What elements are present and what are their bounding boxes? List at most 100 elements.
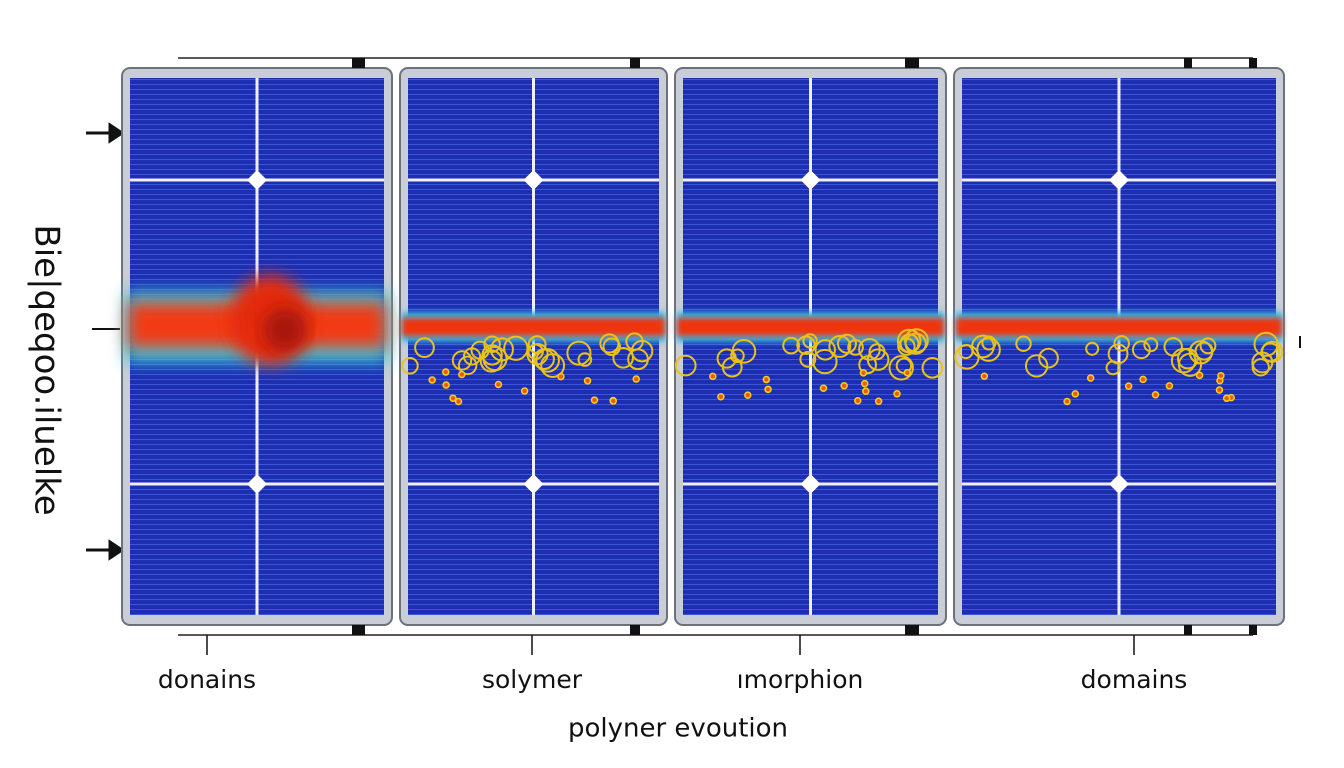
dot xyxy=(590,396,599,404)
heat-core xyxy=(956,318,1282,336)
dot xyxy=(980,372,989,380)
pore xyxy=(1113,335,1130,352)
panel: domains xyxy=(953,58,1285,694)
dot xyxy=(1195,371,1204,380)
dot xyxy=(1063,397,1071,406)
pore xyxy=(535,348,560,373)
dot xyxy=(1222,394,1231,403)
dot xyxy=(764,385,772,394)
heat-band xyxy=(674,312,944,406)
pore xyxy=(1024,354,1049,378)
frame-tick xyxy=(352,625,360,635)
pore xyxy=(1253,331,1279,357)
frame-tick xyxy=(1184,58,1192,68)
pore xyxy=(612,346,634,369)
pore xyxy=(1260,342,1281,363)
pore xyxy=(451,350,473,371)
pore xyxy=(1131,340,1151,360)
pore xyxy=(958,344,974,360)
pore xyxy=(526,343,549,366)
pore xyxy=(481,344,503,366)
dot xyxy=(520,387,529,395)
panels: donains solymer ımorphion domains xyxy=(121,58,1285,694)
cell-corner xyxy=(800,170,821,190)
cell-corner xyxy=(1109,474,1129,494)
dot xyxy=(632,375,640,383)
dot xyxy=(442,381,450,389)
dot xyxy=(903,369,912,377)
dot xyxy=(1086,374,1095,382)
dot xyxy=(494,380,503,389)
pore xyxy=(602,337,621,357)
frame-tick xyxy=(1184,625,1192,635)
pore xyxy=(812,348,838,375)
heat-core xyxy=(402,318,665,336)
cell-corner xyxy=(1109,170,1129,190)
pore xyxy=(828,335,852,358)
dot xyxy=(1217,371,1225,380)
dot xyxy=(1215,386,1224,394)
heat-band xyxy=(954,312,1284,406)
panel: donains xyxy=(121,58,393,694)
y-axis-title: Bie|qeqoo.iluelke xyxy=(27,224,67,515)
pore xyxy=(401,357,419,375)
pore xyxy=(802,333,818,349)
frame-tick xyxy=(1249,625,1257,635)
side-arrows xyxy=(86,122,1301,561)
dot xyxy=(874,397,883,406)
frame-tick xyxy=(357,625,365,635)
dot xyxy=(861,379,869,388)
pore xyxy=(540,353,566,378)
cell-corner xyxy=(800,474,821,494)
dot xyxy=(1151,391,1160,399)
pore xyxy=(674,354,697,377)
pore xyxy=(1107,343,1129,365)
frame-tick xyxy=(632,58,640,68)
cell-corner xyxy=(523,170,544,190)
frame-tick xyxy=(905,58,913,68)
dot xyxy=(441,368,450,376)
pore xyxy=(457,355,478,376)
pore xyxy=(888,355,914,381)
dot xyxy=(862,387,870,395)
pore xyxy=(858,338,881,361)
cell-corner xyxy=(247,170,267,190)
frame-tick xyxy=(911,625,919,635)
pore xyxy=(1085,341,1100,356)
pore xyxy=(503,335,529,361)
frame-tick xyxy=(1249,58,1257,68)
dot xyxy=(458,370,466,379)
panel-label: solymer xyxy=(482,665,583,694)
dot xyxy=(819,384,828,392)
pore xyxy=(799,350,817,368)
pore xyxy=(1251,358,1270,377)
pore xyxy=(904,332,927,355)
pore xyxy=(971,334,995,359)
pore xyxy=(599,333,620,354)
frame-tick xyxy=(357,58,365,68)
pore xyxy=(782,336,800,355)
pore xyxy=(858,355,878,375)
cell-corner xyxy=(247,474,267,494)
frame-tick xyxy=(352,58,360,68)
dot xyxy=(1139,375,1147,384)
dot xyxy=(1165,382,1174,390)
dot xyxy=(762,375,771,384)
pore xyxy=(483,335,501,354)
heat-core xyxy=(677,318,944,336)
pore xyxy=(868,343,886,361)
pore xyxy=(814,339,836,361)
pore xyxy=(489,337,514,362)
panel-label: donains xyxy=(158,665,256,694)
pore xyxy=(796,335,816,355)
dot xyxy=(893,390,901,398)
dot xyxy=(428,376,436,384)
pore xyxy=(414,337,435,359)
pore xyxy=(1177,352,1203,377)
dot xyxy=(1124,382,1133,390)
cell-corner xyxy=(523,474,544,494)
panel: ımorphion xyxy=(674,58,947,694)
heat-band xyxy=(401,312,665,406)
pore xyxy=(716,348,737,369)
